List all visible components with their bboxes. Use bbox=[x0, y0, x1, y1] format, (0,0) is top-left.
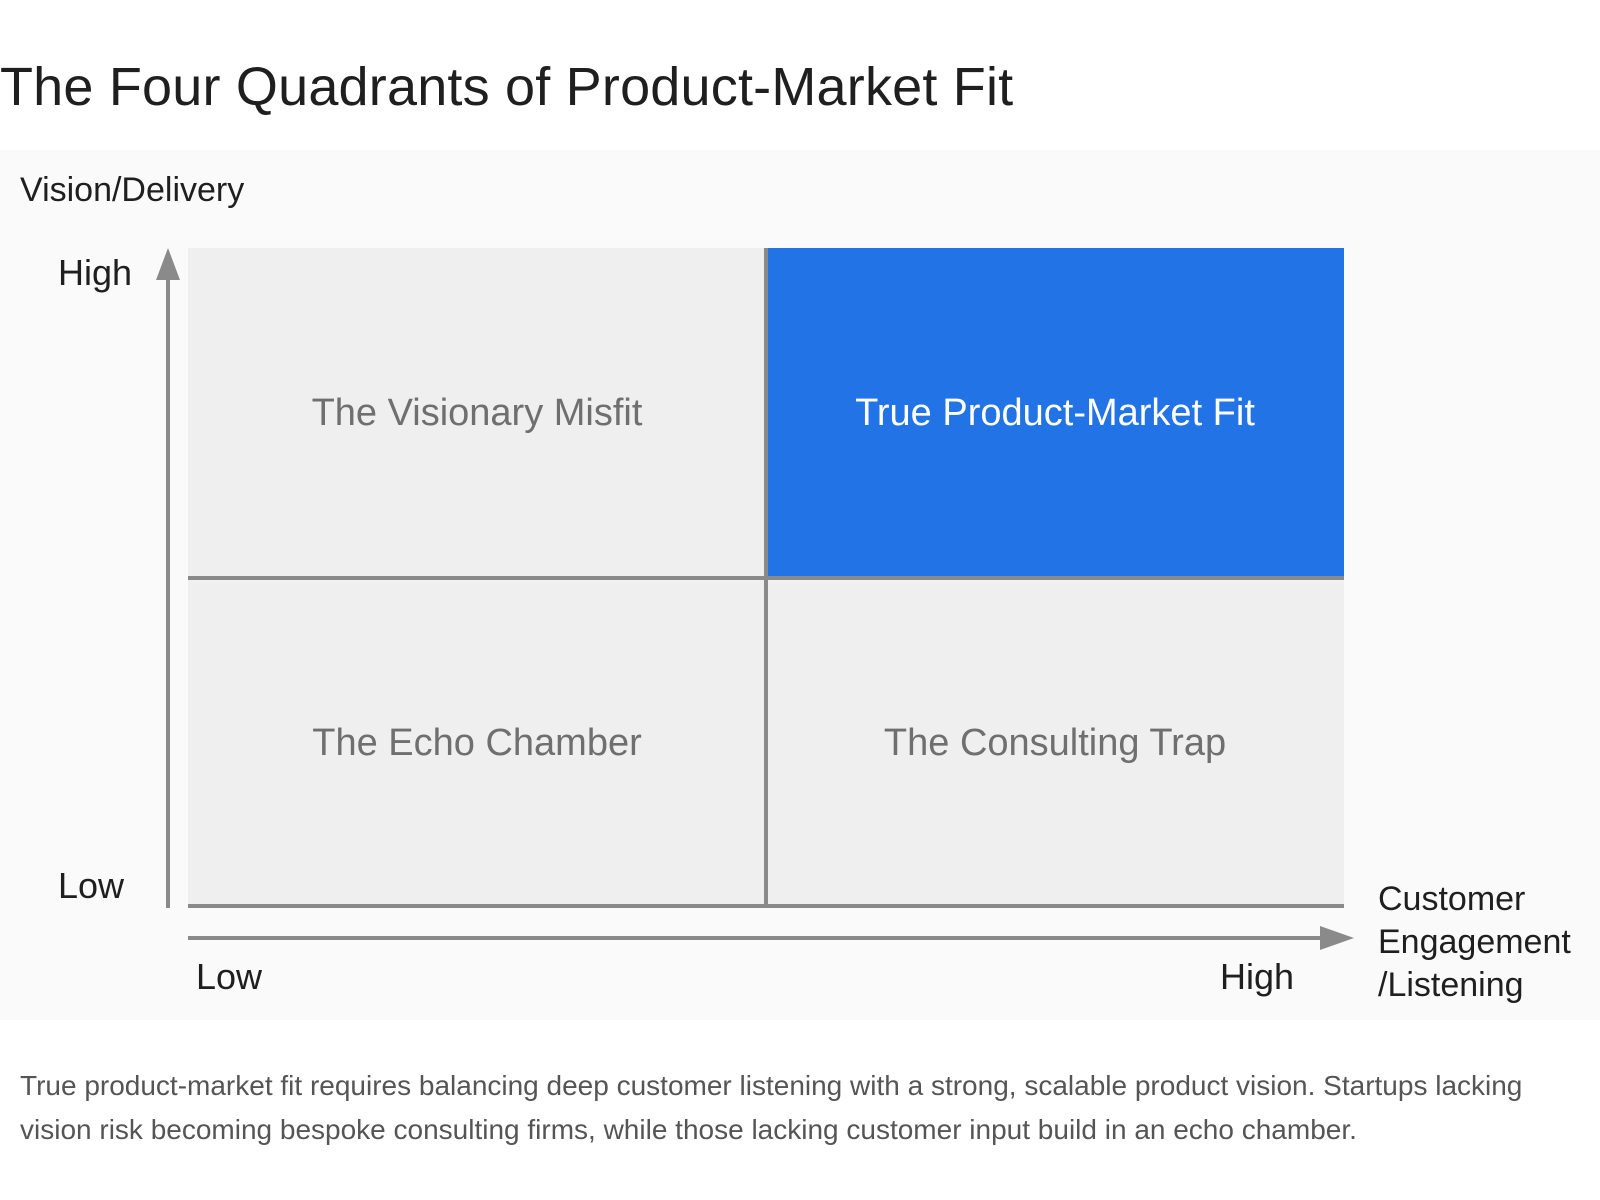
y-axis-high-label: High bbox=[58, 252, 133, 293]
quadrant-visionary-misfit: The Visionary Misfit bbox=[188, 248, 766, 578]
caption: True product-market fit requires balanci… bbox=[20, 1070, 1523, 1145]
x-axis-low-label: Low bbox=[196, 956, 263, 997]
x-axis-title-line: /Listening bbox=[1378, 966, 1524, 1004]
x-axis-title: Customer Engagement /Listening bbox=[1378, 878, 1571, 1007]
grid-baseline bbox=[188, 904, 1344, 908]
horizontal-divider bbox=[188, 576, 1344, 580]
quadrant-echo-chamber: The Echo Chamber bbox=[188, 578, 766, 908]
x-axis-title-line: Engagement bbox=[1378, 923, 1571, 961]
quadrant-grid: The Visionary Misfit True Product-Market… bbox=[188, 248, 1344, 908]
y-axis-low-label: Low bbox=[58, 865, 125, 906]
page-title: The Four Quadrants of Product-Market Fit bbox=[0, 57, 1014, 117]
quadrant-true-product-market-fit: True Product-Market Fit bbox=[766, 248, 1344, 578]
x-axis-arrowhead-icon bbox=[1320, 926, 1354, 950]
y-axis-title: Vision/Delivery bbox=[20, 171, 245, 209]
quadrant-consulting-trap: The Consulting Trap bbox=[766, 578, 1344, 908]
x-axis-high-label: High bbox=[1220, 956, 1295, 997]
y-axis-arrowhead-icon bbox=[156, 248, 180, 280]
x-axis-title-line: Customer bbox=[1378, 880, 1526, 918]
